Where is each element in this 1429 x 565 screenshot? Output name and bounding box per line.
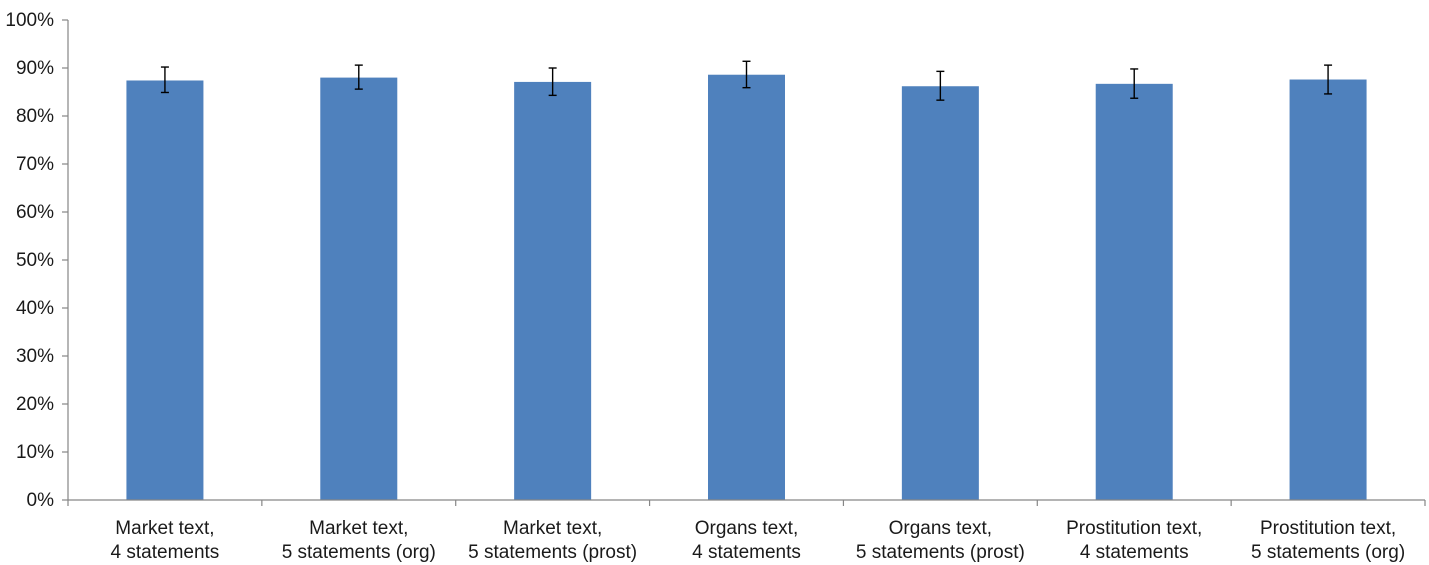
x-category-label: Market text,	[309, 518, 408, 539]
y-tick-label: 0%	[27, 490, 55, 511]
bar	[320, 77, 398, 500]
error-bar	[1130, 68, 1139, 99]
x-category-label: 5 statements (prost)	[468, 542, 637, 563]
x-category-label: Prostitution text,	[1260, 518, 1396, 539]
y-tick-label: 80%	[16, 106, 54, 127]
x-category-label: 4 statements	[1080, 542, 1189, 563]
y-tick-label: 30%	[16, 346, 54, 367]
bar	[126, 80, 204, 500]
x-category-label: 5 statements (prost)	[856, 542, 1025, 563]
error-bar	[160, 66, 169, 94]
bar	[1095, 83, 1173, 500]
bar	[1289, 79, 1367, 501]
error-bars	[160, 60, 1333, 101]
x-category-label: Organs text,	[695, 518, 799, 539]
y-tick-label: 10%	[16, 442, 54, 463]
x-category-label: Prostitution text,	[1066, 518, 1202, 539]
x-category-label: Organs text,	[889, 518, 993, 539]
x-axis-labels: Market text, 4 statements Market text, 5 st…	[111, 518, 1406, 563]
y-tick-label: 90%	[16, 58, 54, 79]
x-category-label: Market text,	[115, 518, 214, 539]
error-bar	[742, 60, 751, 89]
error-bar	[936, 70, 945, 101]
error-bar	[354, 64, 363, 90]
y-tick-label: 40%	[16, 298, 54, 319]
y-tick-label: 60%	[16, 202, 54, 223]
x-category-label: 4 statements	[692, 542, 801, 563]
error-bar	[1324, 64, 1333, 95]
bar	[708, 74, 785, 500]
x-category-label: 5 statements (org)	[282, 542, 436, 563]
bar	[901, 86, 979, 501]
y-tick-label: 20%	[16, 394, 54, 415]
y-tick-label: 100%	[5, 10, 54, 31]
bars	[126, 74, 1367, 501]
x-category-label: Market text,	[503, 518, 602, 539]
y-tick-label: 70%	[16, 154, 54, 175]
x-category-label: 5 statements (org)	[1251, 542, 1405, 563]
error-bar	[548, 67, 557, 97]
y-axis-ticks: 0% 10% 20% 30% 40% 50% 60% 70% 80% 90% 100%	[5, 10, 68, 511]
y-tick-label: 50%	[16, 250, 54, 271]
axes	[67, 20, 1426, 506]
bar	[514, 81, 592, 501]
x-category-label: 4 statements	[111, 542, 220, 563]
